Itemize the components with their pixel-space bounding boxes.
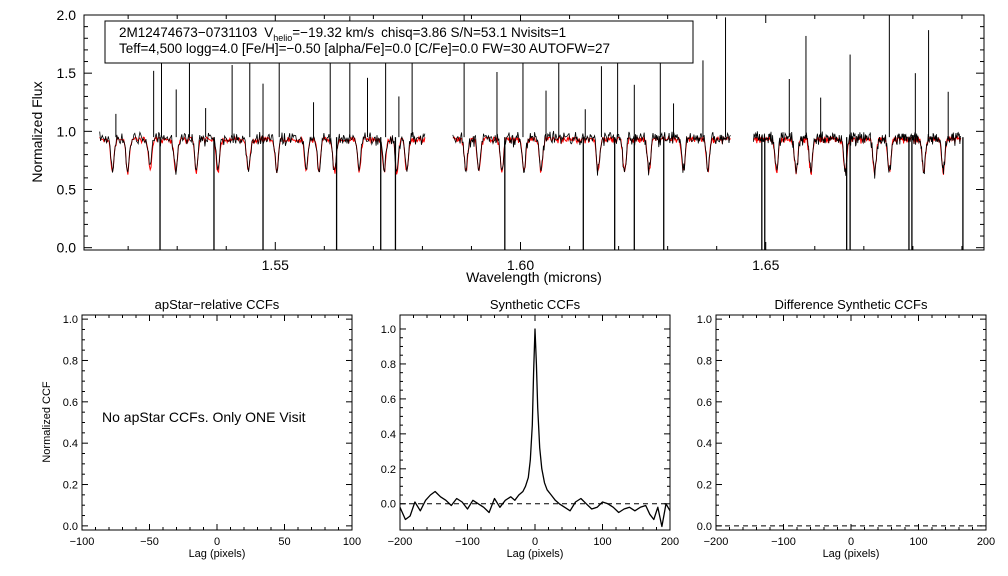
y-tick-label: 0.8 [697,355,712,367]
apstar-annotation: No apStar CCFs. Only ONE Visit [102,409,306,425]
x-tick-label: 0 [532,536,538,548]
model-spectrum-segment [452,135,731,174]
y-tick-label: 0.0 [697,521,712,533]
x-tick-label: 1.65 [752,257,779,273]
difference-x-label: Lag (pixels) [823,548,880,560]
spectrum-series [99,15,964,250]
observed-spectrum-segment [99,131,426,175]
spectrum-ticks: 1.55 1.60 1.65 0.0 0.5 1.0 1.5 2.0 [57,7,984,273]
info-star-id: 2M12474673−0731103 [119,25,257,40]
observed-spectrum-segment [753,131,961,179]
y-tick-label: 0.0 [63,521,78,533]
synthetic-title: Synthetic CCFs [490,297,581,312]
apstar-y-label: Normalized CCF [41,381,53,463]
apstar-ticks: −100 −50 0 50 100 0.0 0.2 0.4 0.6 0.8 1.0 [63,314,361,548]
y-tick-label: 0.4 [697,438,712,450]
y-tick-label: 0.6 [381,394,396,406]
y-tick-label: 1.0 [697,314,712,326]
y-tick-label: 0.6 [63,397,78,409]
x-tick-label: 0 [214,536,220,548]
x-tick-label: 1.55 [262,257,289,273]
y-tick-label: 0.4 [63,438,78,450]
x-tick-label: 100 [593,536,611,548]
x-tick-label: 50 [278,536,290,548]
info-v-subscript: helio [273,33,292,43]
y-tick-label: 0.2 [381,464,396,476]
x-tick-label: −100 [455,536,480,548]
spectrum-plot-frame [83,14,985,251]
difference-title: Difference Synthetic CCFs [775,297,928,312]
x-tick-label: 1.60 [507,257,534,273]
y-tick-label: 2.0 [57,7,77,23]
difference-ccf-panel: −200 −100 0 100 200 0.0 0.2 0.4 0.6 0.8 1.0 Differ… [697,297,995,560]
x-tick-label: 100 [909,536,927,548]
y-tick-label: 0.5 [57,182,77,198]
info-line-1: 2M12474673−0731103 Vhelio=−19.32 km/s chis… [119,25,566,43]
x-tick-label: 200 [977,536,995,548]
y-tick-label: 1.0 [381,324,396,336]
synthetic-ccf-panel: −200 −100 0 100 200 0.0 0.2 0.4 0.6 0.8 1.0 Synthe… [381,297,679,560]
apstar-ccf-panel: −100 −50 0 50 100 0.0 0.2 0.4 0.6 0.8 1.0 apStar−r… [41,297,361,560]
info-line-2: Teff=4,500 logg=4.0 [Fe/H]=−0.50 [alpha/… [119,41,610,56]
synthetic-ccf-line [399,328,671,528]
spectrum-x-label: Wavelength (microns) [466,269,602,285]
y-tick-label: 0.2 [63,479,78,491]
x-tick-label: −200 [388,536,413,548]
model-spectrum-segment [753,135,962,176]
observed-spectrum-segment [452,130,731,176]
y-tick-label: 1.5 [57,65,77,81]
x-tick-label: −100 [771,536,796,548]
info-v-value: =−19.32 km/s [292,25,374,40]
spectrum-panel: 1.55 1.60 1.65 0.0 0.5 1.0 1.5 2.0 2M12474673−0… [29,7,985,285]
x-tick-label: 100 [343,536,361,548]
x-tick-label: −50 [140,536,159,548]
synthetic-ticks: −200 −100 0 100 200 0.0 0.2 0.4 0.6 0.8 1.0 [381,315,679,548]
difference-plot-frame [715,314,987,531]
x-tick-label: −200 [704,536,729,548]
apstar-title: apStar−relative CCFs [155,297,280,312]
x-tick-label: −100 [70,536,95,548]
model-spectrum-segment [99,135,426,175]
y-tick-label: 0.8 [63,355,78,367]
x-tick-label: 0 [848,536,854,548]
y-tick-label: 0.8 [381,359,396,371]
synthetic-series [399,328,671,528]
y-tick-label: 0.2 [697,479,712,491]
y-tick-label: 0.0 [381,499,396,511]
y-tick-label: 1.0 [57,123,77,139]
y-tick-label: 1.0 [63,314,78,326]
y-tick-label: 0.0 [57,240,77,256]
info-stats: chisq=3.86 S/N=53.1 Nvisits=1 [381,25,566,40]
y-tick-label: 0.4 [381,429,396,441]
x-tick-label: 200 [661,536,679,548]
spectrum-info-box [104,20,694,64]
difference-ticks: −200 −100 0 100 200 0.0 0.2 0.4 0.6 0.8 1.0 [697,314,995,548]
info-v-symbol: V [264,25,273,40]
apstar-x-label: Lag (pixels) [189,548,246,560]
synthetic-x-label: Lag (pixels) [507,548,564,560]
spectrum-y-label: Normalized Flux [29,81,45,182]
y-tick-label: 0.6 [697,397,712,409]
